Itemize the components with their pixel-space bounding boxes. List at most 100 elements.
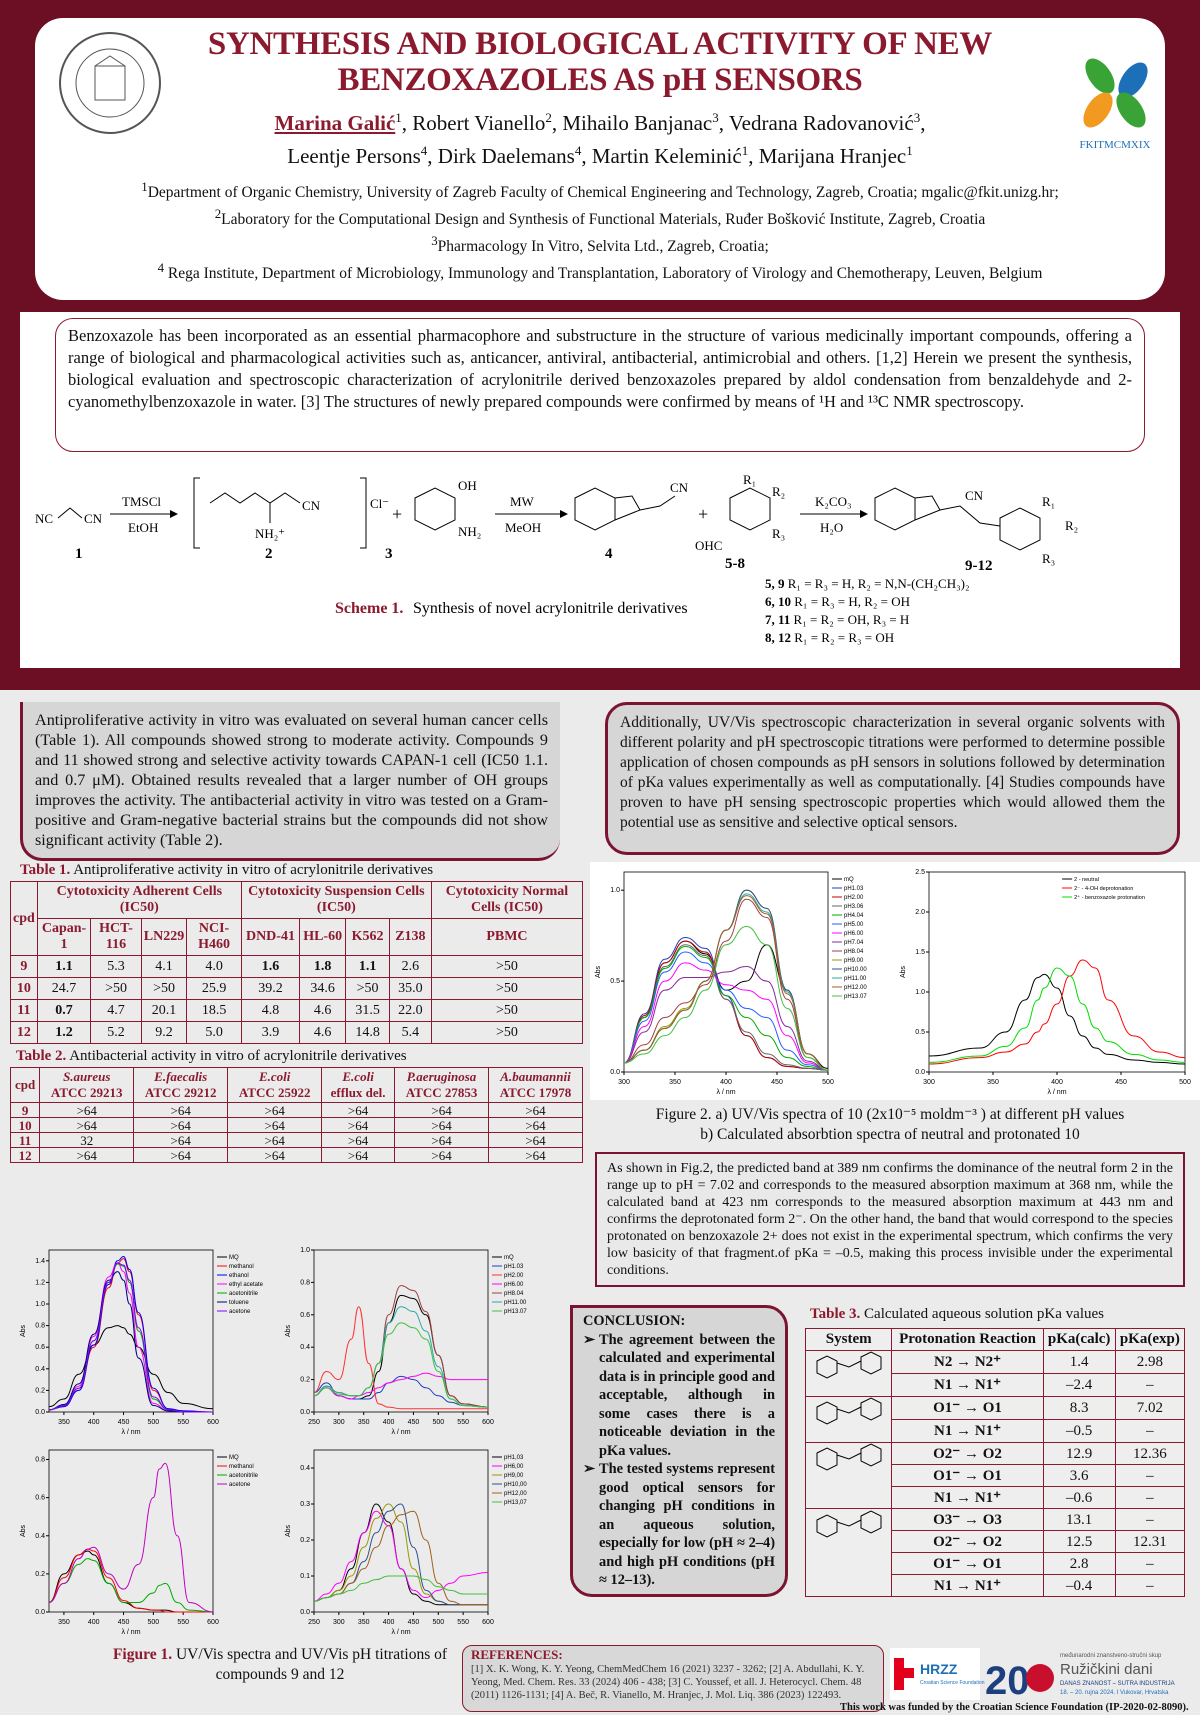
series-line [623,895,829,1071]
author: Marina Galić1 [274,110,402,135]
table-pka: System Protonation Reaction pKa(calc) pKa(e… [804,1328,1186,1597]
svg-text:EtOH: EtOH [128,520,158,535]
legend-label: MQ [229,1255,239,1261]
legend-label: pH13.07 [504,1309,527,1315]
x-axis-label: λ / nm [121,1629,140,1636]
series-line [928,973,1186,1065]
scheme-caption-text: Synthesis of novel acrylonitrile derivat… [413,600,688,617]
author: Dirk Daelemans4 [437,143,582,168]
table-row: 11 0.7 4.7 20.1 18.5 4.8 4.6 31.5 22.0 >50 [10,999,584,1022]
series-line [928,967,1186,1063]
synthesis-scheme: NC CN 1 TMSCl EtOH NH₂⁺ CN Cl⁻ 2 + OH NH₂… [35,472,1078,645]
column-header: P.aeruginosa ATCC 27853 [394,1067,490,1103]
y-tick-label: 0.6 [300,1312,310,1319]
university-seal-logo [59,32,161,134]
x-tick-label: 600 [207,1419,219,1426]
figure2-caption: Figure 2. a) UV/Vis spectra of 10 (2x10⁻… [655,1106,1125,1143]
legend-label: mQ [844,877,854,883]
svg-text:MW: MW [510,494,535,509]
plot-frame [313,1449,489,1613]
y-tick-label: 1.0 [35,1301,45,1308]
y-tick-label: 0.4 [300,1344,310,1351]
tables-column: Table 1. Antiproliferative activity in v… [9,862,584,1163]
series-line [313,1510,489,1602]
x-tick-label: 350 [358,1419,370,1426]
legend-label: pH8.04 [504,1291,524,1297]
compound-4-structure: CN 4 [574,480,689,562]
table-antiproliferative: cpd Cytotoxicity Adherent Cells (IC50) Cyt… [10,881,584,1044]
series-line [313,1375,489,1408]
x-tick-label: 500 [1179,1079,1191,1086]
series-line [48,1255,214,1413]
table-row: O3⁻ → O3 13.1– [804,1508,1186,1597]
column-header: HL-60 [299,918,347,956]
y-tick-label: 0.2 [300,1537,310,1544]
x-tick-label: 300 [333,1619,345,1626]
legend-label: 2 - neutral [1074,877,1099,883]
table-row: 11 32 >64 >64 >64 >64 >64 [9,1132,583,1148]
conclusion-point: The agreement between the calculated and… [583,1331,775,1461]
legend-label: pH4.04 [844,913,864,919]
y-axis-label: Abs [20,1524,27,1537]
legend-label: acetonitrile [229,1291,259,1297]
table-row: O1⁻ → O1 2.8– [806,1552,1186,1575]
legend-label: pH5.00 [844,922,864,928]
x-tick-label: 550 [177,1419,189,1426]
y-axis-label: Abs [285,1524,292,1537]
column-header: S.aureus ATCC 29213 [39,1067,135,1103]
legend-label: pH6,00 [504,1464,524,1470]
series-line [313,1322,489,1408]
antiproliferative-text: Antiproliferative activity in vitro was … [20,702,560,861]
svg-text:DANAS ZNANOST – SUTRA INDUSTRI: DANAS ZNANOST – SUTRA INDUSTRIJA [1060,1681,1175,1687]
svg-text:R₁: R₁ [1042,494,1055,509]
y-tick-label: 0.0 [300,1409,310,1416]
series-line [48,1548,213,1613]
series-line [48,1271,213,1413]
x-tick-label: 250 [308,1619,320,1626]
affiliation: 1Department of Organic Chemistry, Univer… [141,179,1059,202]
series-line [623,951,829,1071]
legend-label: pH12.00 [844,985,867,991]
column-header: LN229 [140,918,188,956]
column-header: E.coli efflux del. [321,1067,396,1103]
x-tick-label: 400 [88,1419,100,1426]
substituent-row: 6, 10 R₁ = R₃ = H, R₂ = OH [765,594,910,609]
author: Vedrana Radovanović3 [728,110,921,135]
series-line [623,946,829,1071]
y-axis-label: Abs [595,965,602,978]
x-tick-label: 400 [720,1079,732,1086]
table-row: 9 1.1 5.3 4.1 4.0 1.6 1.8 1.1 2.6 >50 [10,955,584,978]
chart-fig1a: 350 400 450 500 550 600 0.0 0.2 0.4 0.6 0.8 1.0 1.2 1… [20,1249,264,1436]
legend-label: pH1.03 [504,1264,524,1270]
legend-label: pH1,03 [504,1455,524,1461]
column-header: A.baumannii ATCC 17978 [488,1067,583,1103]
y-tick-label: 0.0 [35,1409,45,1416]
x-tick-label: 500 [822,1079,834,1086]
x-axis-label: λ / nm [1047,1089,1066,1096]
svg-text:2: 2 [265,546,273,562]
svg-text:3: 3 [385,546,393,562]
svg-text:R₁: R₁ [743,472,756,487]
x-tick-label: 250 [308,1419,320,1426]
svg-text:9-12: 9-12 [965,558,993,574]
svg-text:R₂: R₂ [1065,518,1078,533]
y-tick-label: 2.5 [915,869,925,876]
arrow-step-3: K₂CO₃ H₂O [800,494,868,535]
author: Robert Vianello2 [412,110,552,135]
svg-text:H₂O: H₂O [820,520,843,535]
legend-label: pH7.04 [844,940,864,946]
series-line [928,959,1186,1065]
y-tick-label: 0.0 [35,1609,45,1616]
x-tick-label: 450 [118,1419,130,1426]
series-line [623,966,829,1071]
y-tick-label: 0.2 [35,1571,45,1578]
x-tick-label: 400 [383,1419,395,1426]
y-tick-label: 1.2 [35,1279,45,1286]
compounds-5-8-structure: R₁ R₂ R₃ OHC 5-8 [695,472,785,572]
plot-frame [48,1449,214,1613]
y-axis-label: Abs [285,1324,292,1337]
legend-label: pH6.00 [844,931,864,937]
chart-fig1c: 350 400 450 500 550 600 0.0 0.2 0.4 0.6 0.8 λ / nm A… [20,1449,259,1636]
series-line [48,1262,213,1413]
table-row: 12 >64 >64 >64 >64 >64 >64 [9,1147,583,1163]
